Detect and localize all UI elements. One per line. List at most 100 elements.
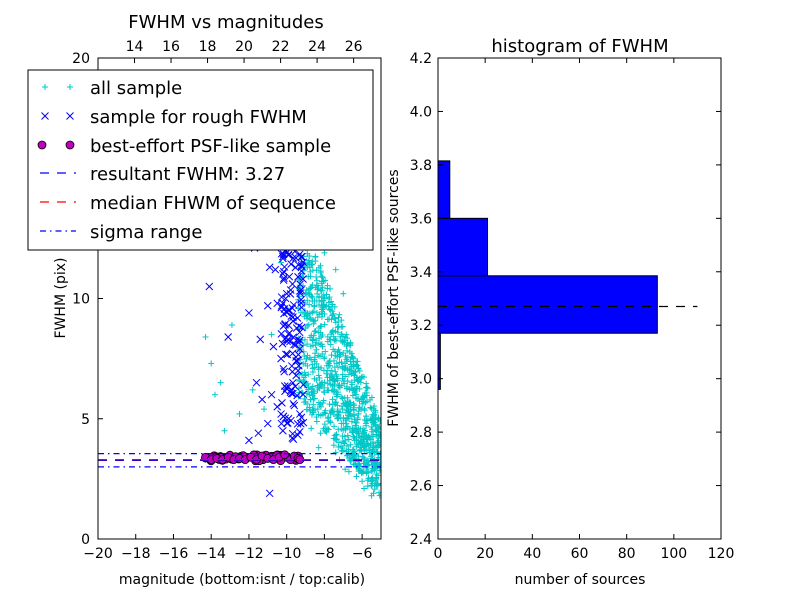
- all-sample-point: [338, 420, 345, 427]
- all-sample-point: [306, 301, 313, 308]
- rough-sample-point: [267, 390, 276, 399]
- all-sample-point: [236, 410, 243, 417]
- rough-sample-point: [279, 412, 288, 421]
- all-sample-point: [301, 369, 308, 376]
- all-sample-point: [362, 420, 369, 427]
- rough-sample-point: [283, 419, 291, 427]
- all-sample-point: [323, 291, 330, 298]
- legend-x-marker: [41, 112, 49, 120]
- rough-sample-point: [273, 402, 282, 411]
- rough-sample-point: [287, 362, 296, 370]
- rough-sample-point: [299, 258, 308, 267]
- all-sample-point: [336, 382, 343, 389]
- all-sample-point: [342, 426, 349, 433]
- all-sample-point: [364, 457, 371, 464]
- all-sample-point: [301, 336, 308, 343]
- all-sample-point: [221, 427, 228, 434]
- all-sample-point: [315, 340, 322, 347]
- all-sample-point: [312, 342, 319, 349]
- y-tick-label: 3.8: [410, 158, 432, 174]
- all-sample-point: [315, 444, 322, 451]
- rough-sample-point: [280, 367, 289, 376]
- all-sample-point: [338, 447, 345, 454]
- rough-sample-point: [294, 261, 303, 269]
- x-tick-label: 20: [476, 546, 494, 562]
- all-sample-point: [323, 302, 330, 309]
- rough-sample-point: [294, 366, 302, 375]
- all-sample-point: [367, 396, 374, 403]
- all-sample-point: [318, 308, 325, 315]
- top-tick-label: 22: [272, 39, 290, 55]
- all-sample-point: [317, 323, 324, 330]
- rough-sample-point: [299, 275, 307, 283]
- rough-sample-point: [245, 309, 253, 317]
- all-sample-point: [318, 273, 325, 280]
- rough-sample-point: [289, 389, 297, 398]
- all-sample-point: [373, 428, 380, 435]
- all-sample-point: [355, 365, 362, 372]
- all-sample-point: [332, 319, 339, 326]
- x-tick-label: −20: [83, 546, 113, 562]
- all-sample-point: [320, 277, 327, 284]
- all-sample-point: [308, 425, 315, 432]
- all-sample-point: [359, 396, 366, 403]
- all-sample-point: [302, 398, 309, 405]
- all-sample-point: [304, 297, 311, 304]
- all-sample-point: [333, 371, 340, 378]
- y-tick-label: 2.4: [410, 532, 432, 548]
- all-sample-point: [309, 267, 316, 274]
- legend-entry-rough-sample: sample for rough FWHM: [41, 107, 307, 128]
- all-sample-point: [332, 449, 339, 456]
- scatter-points-layer: [201, 76, 381, 499]
- rough-sample-point: [278, 299, 287, 308]
- all-sample-point: [355, 410, 362, 417]
- all-sample-point: [327, 307, 334, 314]
- all-sample-point: [327, 381, 334, 388]
- rough-sample-point: [279, 426, 287, 435]
- all-sample-point: [327, 336, 334, 343]
- rough-sample-point: [291, 382, 300, 391]
- x-tick-label: −12: [234, 546, 264, 562]
- rough-sample-point: [269, 342, 278, 351]
- legend-label: resultant FWHM: 3.27: [90, 164, 285, 185]
- all-sample-point: [363, 389, 370, 396]
- rough-sample-point: [295, 250, 304, 259]
- all-sample-point: [358, 374, 365, 381]
- all-sample-point: [319, 400, 326, 407]
- rough-sample-point: [280, 321, 289, 329]
- top-tick-label: 16: [162, 39, 180, 55]
- histogram-x-ticks: 0 20 40 60 80 100 120: [434, 58, 735, 562]
- top-tick-label: 18: [199, 39, 217, 55]
- all-sample-point: [341, 394, 348, 401]
- all-sample-point: [297, 284, 304, 291]
- all-sample-point: [301, 374, 308, 381]
- all-sample-point: [344, 385, 351, 392]
- all-sample-point: [343, 343, 350, 350]
- all-sample-point: [322, 407, 329, 414]
- legend-label: all sample: [90, 78, 182, 99]
- scatter-axes: −20 −18 −16 −14 −12 −10 −8 −6 0 5 10 20 14 16 18 20 22…: [27, 12, 382, 588]
- histogram-bar: [438, 275, 658, 334]
- all-sample-point: [348, 363, 355, 370]
- all-sample-point: [311, 303, 318, 310]
- all-sample-point: [313, 297, 320, 304]
- x-tick-label: 120: [708, 546, 735, 562]
- all-sample-point: [320, 304, 327, 311]
- rough-sample-point: [263, 301, 272, 310]
- all-sample-point: [325, 387, 332, 394]
- all-sample-point: [307, 407, 314, 414]
- all-sample-point: [372, 407, 379, 414]
- all-sample-point: [359, 478, 366, 485]
- scatter-legend: all sample sample for rough FWHM best-ef…: [27, 69, 374, 251]
- all-sample-point: [329, 396, 336, 403]
- all-sample-point: [335, 323, 342, 330]
- scatter-x-label: magnitude (bottom:isnt / top:calib): [119, 572, 365, 588]
- all-sample-point: [336, 311, 343, 318]
- rough-sample-point: [279, 276, 288, 284]
- all-sample-point: [370, 412, 377, 419]
- all-sample-point: [371, 403, 378, 410]
- all-sample-point: [348, 418, 355, 425]
- all-sample-point: [350, 407, 357, 414]
- all-sample-point: [336, 351, 343, 358]
- all-sample-point: [308, 332, 315, 339]
